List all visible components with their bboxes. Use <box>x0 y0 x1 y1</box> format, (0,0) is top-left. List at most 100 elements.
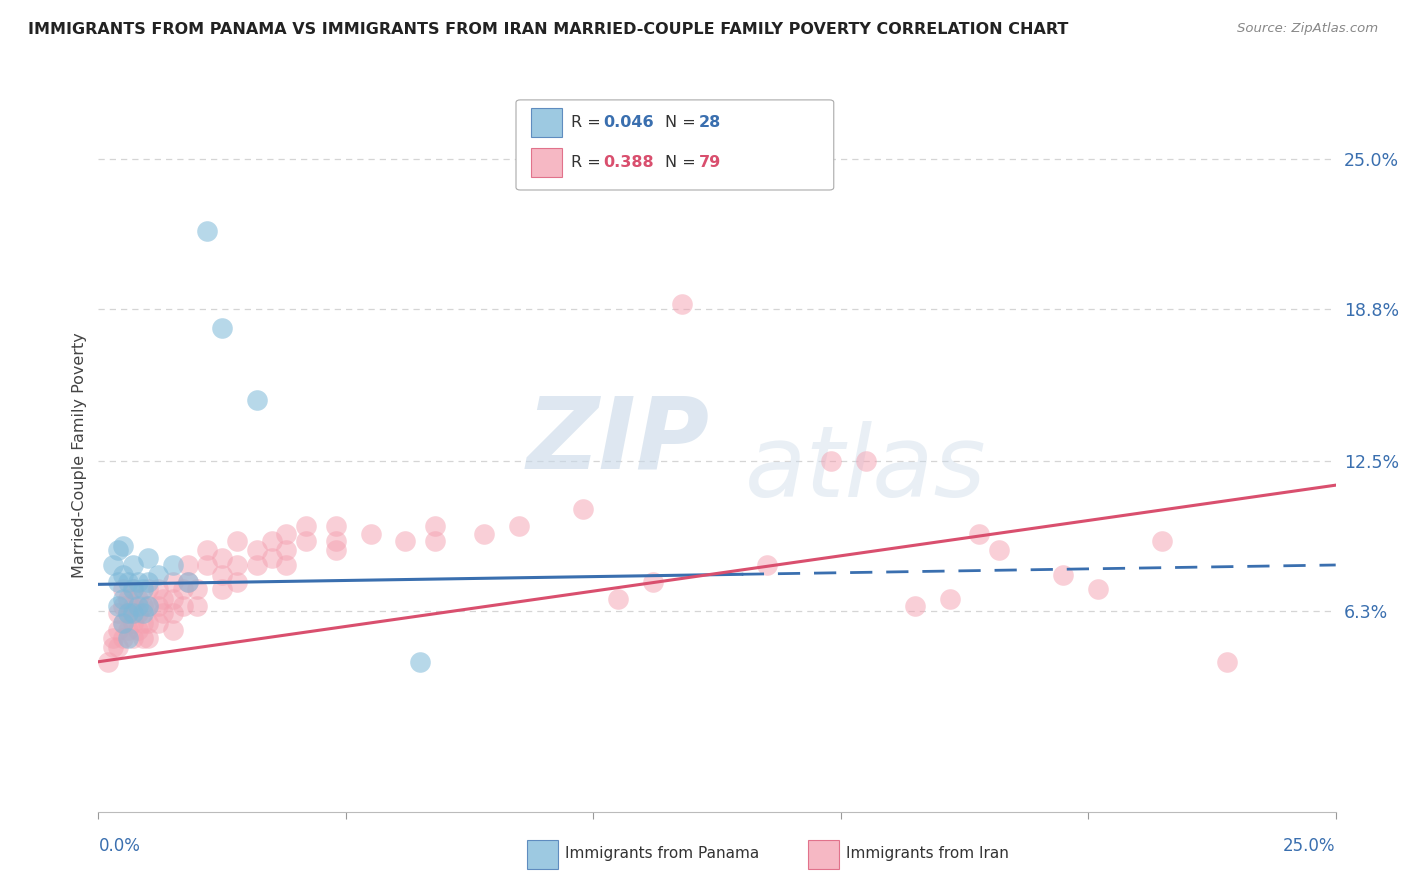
Text: 28: 28 <box>699 115 721 130</box>
Point <box>1052 567 1074 582</box>
Text: R =: R = <box>571 155 606 170</box>
Point <box>117 574 139 589</box>
Text: 0.0%: 0.0% <box>98 837 141 855</box>
Point <box>938 591 960 606</box>
Point <box>132 599 155 613</box>
Point <box>136 631 159 645</box>
Point <box>260 550 283 565</box>
Point <box>988 543 1011 558</box>
Point <box>969 526 991 541</box>
Point <box>260 533 283 548</box>
Point <box>107 624 129 638</box>
Text: Immigrants from Panama: Immigrants from Panama <box>565 847 759 861</box>
Point <box>136 615 159 630</box>
Point <box>186 599 208 613</box>
Point <box>641 574 664 589</box>
Point <box>146 615 169 630</box>
Point <box>132 582 155 597</box>
Point <box>572 502 595 516</box>
Point <box>176 574 198 589</box>
Text: atlas: atlas <box>745 421 987 517</box>
Point <box>195 224 218 238</box>
Point <box>186 582 208 597</box>
Point <box>136 599 159 613</box>
Point <box>226 558 249 572</box>
Point <box>117 624 139 638</box>
Point <box>246 543 269 558</box>
Point <box>855 454 877 468</box>
Point <box>107 640 129 655</box>
Point <box>112 591 135 606</box>
Point <box>127 599 149 613</box>
Point <box>1087 582 1109 597</box>
Point <box>246 558 269 572</box>
Point <box>1216 655 1239 669</box>
Text: R =: R = <box>571 115 606 130</box>
Point <box>117 591 139 606</box>
Point <box>508 519 530 533</box>
Point <box>176 558 198 572</box>
Point <box>360 526 382 541</box>
Point <box>112 567 135 582</box>
Point <box>152 591 174 606</box>
Point <box>122 558 145 572</box>
Point <box>107 599 129 613</box>
Point <box>122 631 145 645</box>
Point <box>176 574 198 589</box>
Point <box>162 558 184 572</box>
Point <box>122 615 145 630</box>
Point <box>112 539 135 553</box>
Point <box>276 526 298 541</box>
Point <box>127 574 149 589</box>
Point <box>904 599 927 613</box>
Point <box>103 558 125 572</box>
Point <box>246 393 269 408</box>
Point <box>211 582 233 597</box>
Point <box>295 519 318 533</box>
Point <box>172 599 194 613</box>
Point <box>107 607 129 621</box>
Point <box>211 321 233 335</box>
Point <box>755 558 778 572</box>
Text: Immigrants from Iran: Immigrants from Iran <box>846 847 1010 861</box>
Point <box>112 631 135 645</box>
Point <box>162 607 184 621</box>
Point <box>122 599 145 613</box>
Point <box>394 533 416 548</box>
Point <box>146 582 169 597</box>
Point <box>117 607 139 621</box>
Text: IMMIGRANTS FROM PANAMA VS IMMIGRANTS FROM IRAN MARRIED-COUPLE FAMILY POVERTY COR: IMMIGRANTS FROM PANAMA VS IMMIGRANTS FRO… <box>28 22 1069 37</box>
Point <box>671 297 693 311</box>
Text: 79: 79 <box>699 155 721 170</box>
Point <box>607 591 630 606</box>
Point <box>172 582 194 597</box>
Point <box>112 615 135 630</box>
Point <box>295 533 318 548</box>
Point <box>112 615 135 630</box>
Point <box>325 519 347 533</box>
Point <box>325 543 347 558</box>
Point <box>162 624 184 638</box>
Point <box>103 640 125 655</box>
Point <box>97 655 120 669</box>
Text: 0.046: 0.046 <box>603 115 654 130</box>
Point <box>122 582 145 597</box>
Text: N =: N = <box>665 155 702 170</box>
Point <box>122 582 145 597</box>
Point <box>112 599 135 613</box>
Point <box>409 655 432 669</box>
Point <box>107 543 129 558</box>
Text: Source: ZipAtlas.com: Source: ZipAtlas.com <box>1237 22 1378 36</box>
Point <box>136 582 159 597</box>
Point <box>474 526 496 541</box>
Point <box>127 591 149 606</box>
Point <box>146 567 169 582</box>
Point <box>132 631 155 645</box>
Point <box>195 558 218 572</box>
Point <box>103 631 125 645</box>
Point <box>152 607 174 621</box>
Point <box>325 533 347 548</box>
Point <box>122 607 145 621</box>
Point <box>162 574 184 589</box>
Point <box>195 543 218 558</box>
